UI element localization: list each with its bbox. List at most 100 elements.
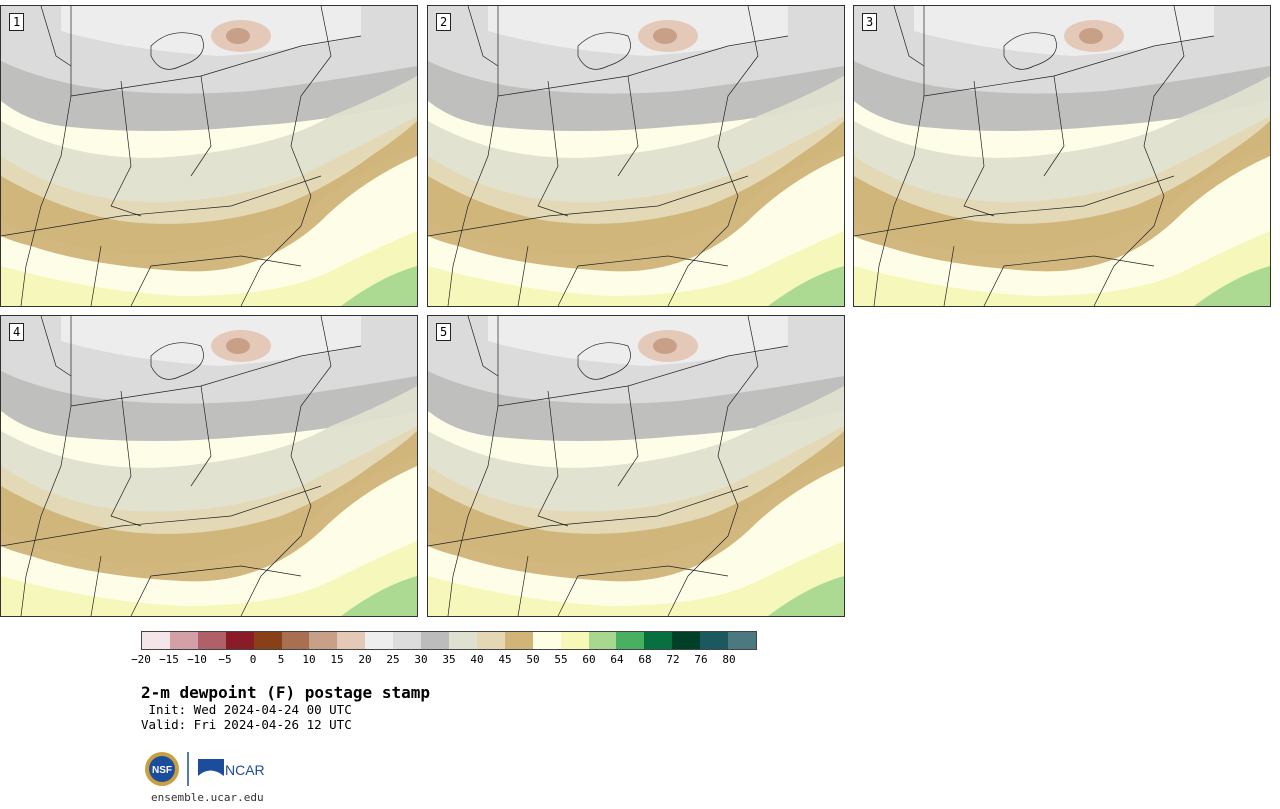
- dewpoint-band: [341, 576, 417, 616]
- state-border: [190, 75, 212, 177]
- state-border: [110, 390, 142, 527]
- state-border: [20, 316, 72, 616]
- state-border: [517, 245, 529, 306]
- state-border: [854, 175, 1175, 237]
- dry-pocket: [226, 28, 250, 44]
- colorbar-tick-label: −10: [187, 653, 207, 666]
- colorbar-tick-label: 35: [442, 653, 456, 666]
- colorbar-tick-label: 68: [638, 653, 652, 666]
- state-border: [923, 35, 1215, 97]
- colorbar-swatch: [588, 632, 617, 649]
- colorbar-swatch: [365, 632, 394, 649]
- colorbar-swatch: [169, 632, 198, 649]
- dry-pocket: [1079, 28, 1103, 44]
- dewpoint-band: [488, 316, 788, 366]
- stamp-panel-3: 3: [853, 5, 1271, 307]
- dewpoint-band: [1, 231, 417, 306]
- colorbar-tick-label: −5: [218, 653, 232, 666]
- colorbar-tick-label: 76: [694, 653, 708, 666]
- dewpoint-map: [1, 316, 417, 616]
- colorbar-tick-label: 45: [498, 653, 512, 666]
- state-border: [447, 6, 499, 306]
- valid-time: Valid: Fri 2024-04-26 12 UTC: [141, 717, 352, 732]
- state-border: [577, 342, 631, 380]
- dewpoint-band: [61, 6, 361, 56]
- colorbar-swatch: [225, 632, 254, 649]
- colorbar-tick-label: 10: [302, 653, 316, 666]
- state-border: [240, 316, 332, 616]
- colorbar-tick-label: −15: [159, 653, 179, 666]
- state-border: [667, 316, 759, 616]
- logos: NSF NCAR: [145, 752, 265, 786]
- plot-title: 2-m dewpoint (F) postage stamp: [141, 683, 430, 702]
- state-border: [617, 75, 639, 177]
- state-border: [467, 6, 499, 67]
- colorbar-swatch: [560, 632, 589, 649]
- ncar-logo-icon: NCAR: [198, 759, 265, 778]
- colorbar-swatch: [476, 632, 505, 649]
- dewpoint-band: [1, 121, 417, 272]
- dewpoint-band: [428, 231, 844, 306]
- svg-text:NCAR: NCAR: [225, 762, 265, 778]
- stamp-panel-4: 4: [0, 315, 418, 617]
- state-border: [617, 385, 639, 487]
- dewpoint-band: [1194, 266, 1270, 306]
- dewpoint-band: [914, 6, 1214, 56]
- colorbar-tick-label: 15: [330, 653, 344, 666]
- colorbar: [141, 631, 757, 650]
- dry-pocket: [226, 338, 250, 354]
- state-border: [70, 35, 362, 97]
- dewpoint-band: [488, 6, 788, 56]
- dewpoint-map: [428, 316, 844, 616]
- dewpoint-band: [768, 576, 844, 616]
- state-border: [537, 80, 569, 217]
- colorbar-swatch: [616, 632, 645, 649]
- state-border: [150, 342, 204, 380]
- colorbar-tick-label: 40: [470, 653, 484, 666]
- state-border: [963, 80, 995, 217]
- dewpoint-band: [428, 431, 844, 582]
- state-border: [467, 316, 499, 377]
- stamp-number: 1: [9, 13, 25, 31]
- colorbar-tick-label: 72: [666, 653, 680, 666]
- colorbar-tick-label: 20: [358, 653, 372, 666]
- colorbar-swatch: [421, 632, 449, 649]
- dewpoint-band: [61, 316, 361, 366]
- colorbar-swatch: [672, 632, 701, 649]
- colorbar-swatch: [309, 632, 338, 649]
- state-border: [1, 175, 322, 237]
- state-border: [537, 390, 569, 527]
- dewpoint-band: [1, 431, 417, 582]
- dewpoint-band: [1, 541, 417, 616]
- state-border: [20, 6, 72, 306]
- colorbar-tick-label: 30: [414, 653, 428, 666]
- state-border: [667, 6, 759, 306]
- dewpoint-band: [854, 231, 1270, 306]
- state-border: [1093, 6, 1185, 306]
- state-border: [240, 6, 332, 306]
- state-border: [40, 6, 72, 67]
- state-border: [428, 485, 749, 547]
- state-border: [40, 316, 72, 377]
- state-border: [577, 32, 631, 70]
- colorbar-tick-label: 55: [554, 653, 568, 666]
- state-border: [130, 255, 302, 306]
- stamp-number: 5: [436, 323, 452, 341]
- state-border: [557, 565, 729, 616]
- colorbar-tick-label: 64: [610, 653, 624, 666]
- stamp-number: 2: [436, 13, 452, 31]
- colorbar-swatch: [337, 632, 366, 649]
- stamp-panel-5: 5: [427, 315, 845, 617]
- state-border: [90, 245, 102, 306]
- colorbar-tick-label: −20: [131, 653, 151, 666]
- nsf-logo-icon: NSF: [145, 752, 179, 786]
- colorbar-swatch: [393, 632, 422, 649]
- state-border: [190, 385, 212, 487]
- dewpoint-band: [428, 541, 844, 616]
- source-url: ensemble.ucar.edu: [151, 791, 264, 804]
- state-border: [130, 565, 302, 616]
- dewpoint-map: [1, 6, 417, 306]
- state-border: [517, 555, 529, 616]
- colorbar-tick-label: 25: [386, 653, 400, 666]
- colorbar-tick-label: 80: [722, 653, 736, 666]
